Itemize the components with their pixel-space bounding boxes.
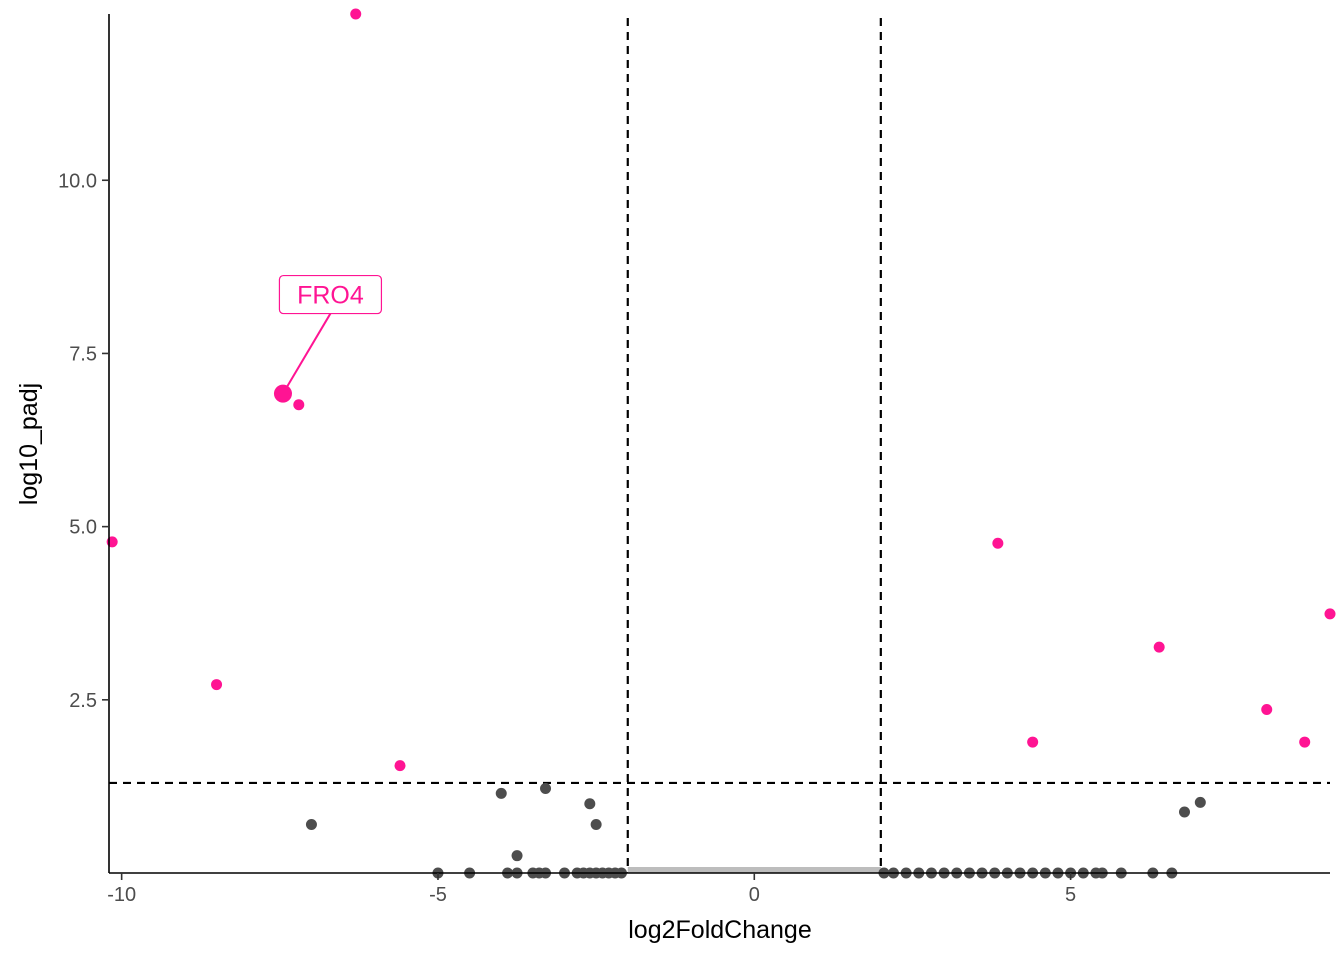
significant-point bbox=[1324, 608, 1336, 620]
not-significant-point bbox=[590, 819, 602, 831]
significant-point bbox=[1153, 641, 1165, 653]
annotation-label-box bbox=[278, 274, 383, 315]
not-significant-point bbox=[1178, 806, 1190, 818]
y-ticks: 2.5 5.0 7.5 10.0 bbox=[58, 170, 109, 712]
dense-band-layer bbox=[627, 867, 881, 873]
axes bbox=[108, 14, 1330, 874]
not-significant-point bbox=[495, 787, 507, 799]
significant-point bbox=[293, 399, 305, 411]
x-tick-label: 5 bbox=[1065, 884, 1076, 906]
threshold-lines bbox=[109, 18, 1330, 873]
y-tick-label: 2.5 bbox=[69, 690, 97, 712]
not-significant-point bbox=[584, 798, 596, 810]
significant-point bbox=[1027, 736, 1039, 748]
not-significant-point bbox=[540, 782, 552, 794]
x-tick-label: 0 bbox=[749, 884, 760, 906]
not-significant-points bbox=[305, 782, 1206, 879]
x-tick-label: -5 bbox=[429, 884, 447, 906]
y-axis-title: log10_padj bbox=[15, 383, 43, 505]
significant-point bbox=[992, 537, 1004, 549]
annotated-point bbox=[273, 384, 292, 403]
significant-point bbox=[1299, 736, 1311, 748]
annotation-leader-line bbox=[282, 313, 332, 395]
significant-points bbox=[106, 8, 1336, 772]
y-tick-label: 5.0 bbox=[69, 517, 97, 539]
y-tick-label: 7.5 bbox=[69, 343, 97, 365]
not-significant-point bbox=[1194, 796, 1206, 808]
gene-annotation: FRO4 bbox=[273, 274, 383, 403]
annotation-label: FRO4 bbox=[297, 282, 364, 310]
significant-point bbox=[350, 8, 362, 20]
dense-point-band bbox=[627, 867, 881, 873]
not-significant-point bbox=[511, 850, 523, 862]
not-significant-point bbox=[305, 819, 317, 831]
significant-point bbox=[394, 760, 406, 772]
x-ticks: -10 -5 0 5 bbox=[107, 873, 1076, 906]
x-axis-title: log2FoldChange bbox=[628, 916, 811, 944]
y-tick-label: 10.0 bbox=[58, 170, 97, 192]
significant-point bbox=[1261, 704, 1273, 716]
x-tick-label: -10 bbox=[107, 884, 136, 906]
significant-point bbox=[211, 679, 223, 691]
